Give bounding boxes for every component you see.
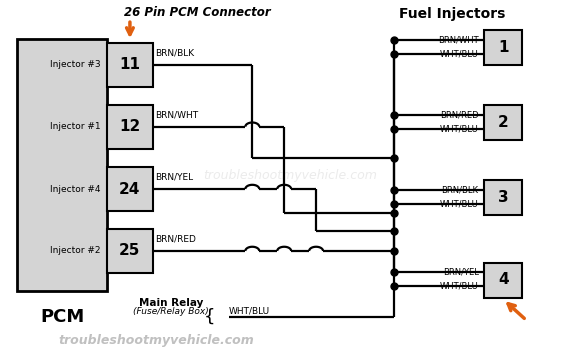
FancyBboxPatch shape bbox=[484, 30, 522, 65]
Text: (Fuse/Relay Box): (Fuse/Relay Box) bbox=[133, 307, 209, 316]
Text: Injector #2: Injector #2 bbox=[50, 246, 100, 256]
Text: PCM: PCM bbox=[40, 308, 85, 326]
FancyBboxPatch shape bbox=[17, 38, 107, 290]
Text: WHT/BLU: WHT/BLU bbox=[440, 199, 478, 209]
Text: 24: 24 bbox=[119, 182, 140, 196]
Text: 2: 2 bbox=[498, 115, 509, 130]
FancyBboxPatch shape bbox=[107, 229, 153, 273]
Text: BRN/YEL: BRN/YEL bbox=[155, 173, 194, 182]
FancyBboxPatch shape bbox=[484, 262, 522, 298]
Text: BRN/YEL: BRN/YEL bbox=[443, 268, 478, 277]
Text: Main Relay: Main Relay bbox=[139, 298, 203, 308]
Text: 11: 11 bbox=[119, 57, 140, 72]
Text: BRN/RED: BRN/RED bbox=[155, 235, 196, 244]
FancyBboxPatch shape bbox=[107, 167, 153, 211]
Text: WHT/BLU: WHT/BLU bbox=[440, 282, 478, 291]
Text: 26 Pin PCM Connector: 26 Pin PCM Connector bbox=[124, 6, 270, 19]
Text: Fuel Injectors: Fuel Injectors bbox=[399, 7, 506, 21]
Text: BRN/RED: BRN/RED bbox=[440, 110, 478, 119]
Text: BRN/BLK: BRN/BLK bbox=[441, 186, 478, 195]
Text: Injector #1: Injector #1 bbox=[50, 122, 100, 131]
Text: {: { bbox=[204, 308, 216, 326]
Text: 25: 25 bbox=[119, 244, 140, 258]
FancyBboxPatch shape bbox=[484, 105, 522, 140]
Text: 12: 12 bbox=[119, 119, 140, 134]
Text: 1: 1 bbox=[498, 40, 509, 55]
Text: troubleshootmyvehicle.com: troubleshootmyvehicle.com bbox=[58, 334, 254, 347]
Text: troubleshootmyvehicle.com: troubleshootmyvehicle.com bbox=[203, 168, 377, 182]
FancyBboxPatch shape bbox=[484, 180, 522, 215]
Text: Injector #3: Injector #3 bbox=[50, 60, 100, 69]
Text: BRN/WHT: BRN/WHT bbox=[155, 111, 198, 120]
Text: 3: 3 bbox=[498, 190, 509, 205]
Text: BRN/WHT: BRN/WHT bbox=[438, 35, 478, 44]
Text: WHT/BLU: WHT/BLU bbox=[229, 307, 270, 316]
Text: 4: 4 bbox=[498, 273, 509, 287]
Text: BRN/BLK: BRN/BLK bbox=[155, 49, 194, 58]
Text: WHT/BLU: WHT/BLU bbox=[440, 49, 478, 58]
FancyBboxPatch shape bbox=[107, 43, 153, 87]
Text: WHT/BLU: WHT/BLU bbox=[440, 124, 478, 133]
FancyBboxPatch shape bbox=[107, 105, 153, 148]
Text: Injector #4: Injector #4 bbox=[50, 184, 100, 194]
